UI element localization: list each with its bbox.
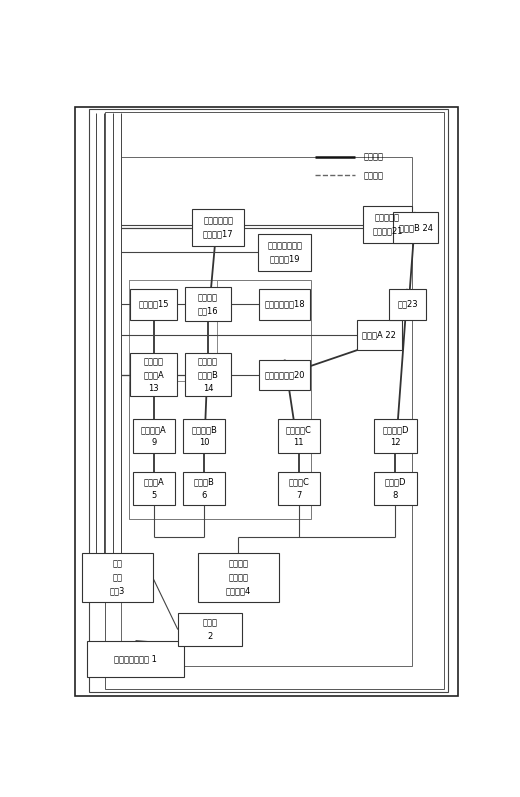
Text: 9: 9	[151, 438, 157, 447]
Text: 10: 10	[199, 438, 209, 447]
Bar	[258, 234, 311, 270]
Bar	[82, 553, 153, 602]
Text: 转速扭矩: 转速扭矩	[198, 357, 218, 366]
Text: 收集装置21: 收集装置21	[372, 227, 402, 236]
Text: 机械连接: 机械连接	[363, 152, 383, 162]
Text: 风机23: 风机23	[397, 300, 418, 308]
Text: 采集: 采集	[112, 573, 122, 582]
Bar	[89, 109, 448, 692]
Text: 滚筒16: 滚筒16	[198, 307, 218, 316]
Bar	[133, 419, 175, 453]
Text: 控制阀D: 控制阀D	[385, 477, 406, 486]
Bar	[131, 353, 177, 396]
Text: 双纵轴流: 双纵轴流	[198, 293, 218, 302]
Text: 振动筛曲柄轴20: 振动筛曲柄轴20	[264, 371, 305, 379]
Bar	[122, 157, 412, 666]
Text: 2: 2	[207, 632, 213, 641]
Bar	[185, 353, 231, 396]
Text: 卷扬机式油布: 卷扬机式油布	[203, 216, 233, 226]
Bar	[259, 289, 310, 320]
Text: 控制阀B: 控制阀B	[193, 477, 214, 486]
Text: 8: 8	[393, 491, 398, 500]
Text: 11: 11	[293, 438, 304, 447]
Text: 控制阀C: 控制阀C	[288, 477, 309, 486]
Text: 出及功率: 出及功率	[228, 573, 248, 582]
Bar	[259, 359, 310, 391]
Text: 14: 14	[203, 384, 213, 393]
Bar	[129, 280, 311, 519]
Text: 传感器B: 传感器B	[198, 371, 218, 379]
Bar	[374, 419, 417, 453]
Text: 控制阀A: 控制阀A	[144, 477, 164, 486]
Text: 转速扭矩: 转速扭矩	[144, 357, 164, 366]
Bar	[178, 613, 242, 646]
Text: 电气连接: 电气连接	[363, 171, 383, 180]
Text: 粮重碾压传感器 1: 粮重碾压传感器 1	[114, 654, 157, 664]
Bar	[394, 212, 438, 243]
Bar	[389, 289, 426, 320]
Text: 模拟量输: 模拟量输	[228, 559, 248, 568]
Text: 传感器A: 传感器A	[144, 371, 164, 379]
Bar	[198, 553, 279, 602]
Bar	[87, 641, 184, 677]
Text: 筛子排出物: 筛子排出物	[375, 214, 400, 222]
Text: 测量装置19: 测量装置19	[269, 254, 300, 263]
Text: 移动式风速风压: 移动式风速风压	[267, 241, 302, 250]
Bar	[133, 472, 175, 505]
Text: 控制器: 控制器	[203, 618, 217, 627]
Bar	[357, 320, 401, 351]
Bar	[106, 112, 444, 689]
Text: 6: 6	[201, 491, 207, 500]
Text: 切流滚筒15: 切流滚筒15	[138, 300, 169, 308]
Text: 抽屉式接料盒18: 抽屉式接料盒18	[264, 300, 305, 308]
Bar	[278, 419, 320, 453]
Text: 13: 13	[148, 384, 159, 393]
Bar	[183, 472, 225, 505]
Text: 编码器B 24: 编码器B 24	[399, 223, 433, 232]
Bar	[363, 206, 412, 243]
Bar	[131, 289, 177, 320]
Bar	[192, 209, 244, 246]
Text: 编码器A 22: 编码器A 22	[362, 331, 396, 340]
Text: 液压马达C: 液压马达C	[286, 425, 311, 434]
Text: 液压马达D: 液压马达D	[382, 425, 409, 434]
Text: 数据: 数据	[112, 559, 122, 568]
Text: 模块3: 模块3	[110, 587, 125, 595]
Bar	[185, 288, 231, 321]
Text: 5: 5	[151, 491, 157, 500]
Text: 布放装置17: 布放装置17	[203, 230, 233, 239]
Text: 7: 7	[296, 491, 302, 500]
Text: 液压马达B: 液压马达B	[191, 425, 217, 434]
Bar	[129, 280, 217, 381]
Text: 12: 12	[390, 438, 401, 447]
Text: 液压马达A: 液压马达A	[141, 425, 166, 434]
Text: 放大模块4: 放大模块4	[226, 587, 251, 595]
Bar	[374, 472, 417, 505]
Bar	[183, 419, 225, 453]
Bar	[278, 472, 320, 505]
